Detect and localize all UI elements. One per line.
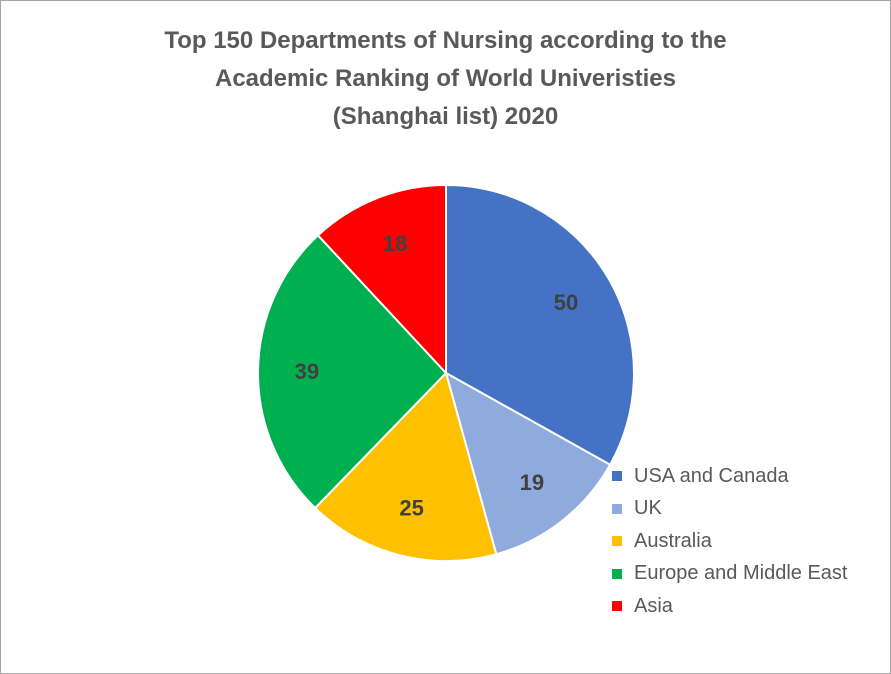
legend-item-usa-and-canada: USA and Canada — [612, 460, 847, 493]
legend-item-uk: UK — [612, 493, 847, 526]
chart-title: Top 150 Departments of Nursing according… — [0, 22, 891, 136]
legend-label: Asia — [634, 594, 673, 617]
chart-title-line-3: (Shanghai list) 2020 — [332, 103, 559, 130]
legend-label: Australia — [634, 529, 712, 552]
legend-item-europe-and-middle-east: Europe and Middle East — [612, 558, 847, 591]
pie-slice-usa-and-canada — [445, 183, 635, 467]
data-label-australia: 25 — [399, 495, 423, 520]
legend-swatch — [612, 503, 622, 514]
legend-swatch — [612, 601, 622, 612]
data-label-europe-and-middle-east: 39 — [295, 359, 319, 384]
data-label-asia: 18 — [383, 231, 407, 256]
pie-slice-australia — [313, 371, 498, 562]
chart-title-line-2: Academic Ranking of World Univeristies — [214, 65, 676, 92]
legend: USA and Canada UK Australia Europe and Midd… — [612, 460, 847, 623]
legend-label: UK — [634, 497, 662, 520]
legend-swatch — [612, 536, 622, 547]
legend-swatch — [612, 568, 622, 579]
pie-slice-europe-and-middle-east — [257, 233, 448, 510]
data-label-uk: 19 — [520, 470, 544, 495]
legend-label: Europe and Middle East — [634, 562, 848, 585]
legend-item-australia: Australia — [612, 525, 847, 558]
legend-swatch — [612, 471, 622, 482]
legend-label: USA and Canada — [634, 464, 789, 487]
legend-item-asia: Asia — [612, 590, 847, 623]
pie-slice-uk — [444, 370, 612, 556]
chart-title-line-1: Top 150 Departments of Nursing according… — [164, 27, 727, 54]
pie-slice-asia — [316, 183, 447, 376]
data-label-usa-and-canada: 50 — [554, 290, 578, 315]
